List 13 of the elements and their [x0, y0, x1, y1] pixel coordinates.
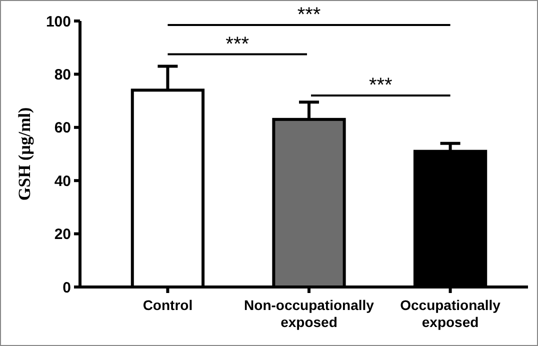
annotation: ***: [297, 4, 321, 26]
annotation: ***: [226, 33, 250, 56]
x-tick-label: Control: [142, 297, 193, 313]
y-tick-label: 20: [54, 226, 71, 244]
x-tick-label: Non-occupationally exposed: [244, 297, 374, 330]
y-tick-label: 40: [54, 172, 71, 190]
y-tick-label: 100: [46, 13, 71, 30]
x-tick-label: Occupationally exposed: [400, 297, 501, 330]
y-tick-label: 60: [54, 120, 71, 137]
y-axis-title: GSH (μg/ml): [15, 107, 34, 201]
y-tick-label: 80: [54, 66, 71, 84]
y-tick-label: 0: [62, 279, 71, 296]
annotation: ***: [368, 74, 393, 96]
